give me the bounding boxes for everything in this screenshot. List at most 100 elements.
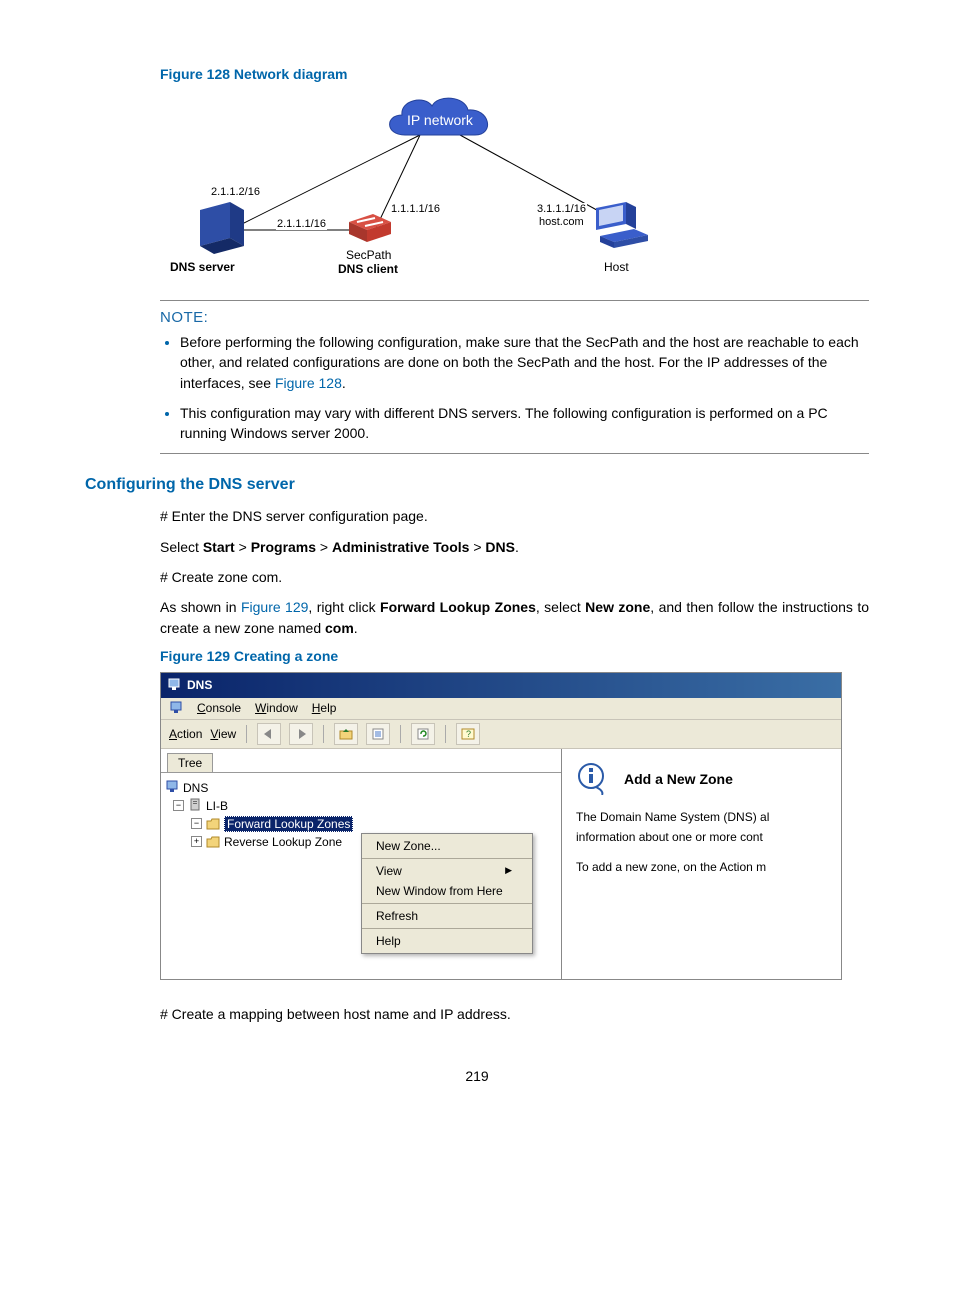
host-ip-label: 3.1.1.1/16: [536, 203, 587, 215]
host-domain-label: host.com: [538, 216, 585, 228]
dns-server-label: DNS server: [170, 260, 235, 274]
menu-new-zone[interactable]: New Zone...: [362, 836, 532, 856]
folder-rev-icon: [206, 836, 220, 848]
figure-128-caption: Figure 128 Network diagram: [160, 66, 869, 82]
window-title: DNS: [187, 678, 212, 692]
menu-new-window[interactable]: New Window from Here: [362, 881, 532, 901]
menu-refresh-label: Refresh: [376, 909, 418, 923]
tree-tab[interactable]: Tree: [167, 753, 213, 773]
secpath-icon: [345, 212, 395, 246]
ip-network-cloud: IP network: [380, 90, 500, 150]
info-p1: The Domain Name System (DNS) al: [576, 810, 833, 824]
dns-root-icon: [165, 779, 179, 796]
p4d: , select: [536, 599, 585, 615]
p2g: >: [469, 539, 485, 555]
toolbar: Action View ?: [161, 720, 841, 749]
folder-fwd-icon: [206, 818, 220, 830]
context-divider-3: [362, 928, 532, 929]
p2i: .: [515, 539, 519, 555]
p2-start: Start: [203, 539, 235, 555]
note-item-2: This configuration may vary with differe…: [180, 403, 869, 444]
note-label: NOTE:: [160, 309, 869, 326]
toolbar-action[interactable]: Action: [169, 727, 202, 741]
secpath-ip-right: 1.1.1.1/16: [390, 203, 441, 215]
tree-fwd-label: Forward Lookup Zones: [224, 816, 353, 832]
para-select-path: Select Start > Programs > Administrative…: [160, 537, 869, 557]
figure-128-link[interactable]: Figure 128: [275, 375, 342, 391]
info-icon: [576, 761, 610, 798]
menubar-dns-icon: [169, 700, 183, 717]
help-button[interactable]: ?: [456, 723, 480, 745]
toolbar-view[interactable]: View: [210, 727, 236, 741]
host-label: Host: [604, 260, 629, 274]
expand-rev-icon[interactable]: +: [191, 836, 202, 847]
up-folder-button[interactable]: [334, 723, 358, 745]
dns-console-window: DNS Console Window Help Action View: [160, 672, 842, 980]
toolbar-separator-1: [246, 725, 247, 743]
menu-new-window-label: New Window from Here: [376, 884, 503, 898]
info-title: Add a New Zone: [624, 771, 733, 787]
para-create-mapping: # Create a mapping between host name and…: [160, 1004, 869, 1024]
window-titlebar: DNS: [161, 673, 841, 698]
host-node: [590, 202, 654, 255]
dns-server-node: [190, 200, 250, 258]
info-header: Add a New Zone: [576, 761, 833, 798]
server-icon: [190, 200, 250, 255]
figure-129-caption: Figure 129 Creating a zone: [160, 648, 869, 664]
forward-button[interactable]: [289, 723, 313, 745]
tree-root-dns[interactable]: DNS: [165, 779, 557, 797]
secpath-label-bottom: DNS client: [338, 262, 398, 276]
info-p3: To add a new zone, on the Action m: [576, 860, 833, 874]
para-enter-config: # Enter the DNS server configuration pag…: [160, 506, 869, 526]
p4-newzone: New zone: [585, 599, 650, 615]
refresh-button[interactable]: [411, 723, 435, 745]
tree-content: DNS − LI-B − Forward Lookup Zones: [161, 772, 561, 973]
divider-top: [160, 300, 869, 301]
tree-pane: Tree DNS − LI-B −: [161, 749, 562, 979]
menu-console[interactable]: Console: [197, 701, 241, 715]
p4a: As shown in: [160, 599, 241, 615]
toolbar-separator-3: [400, 725, 401, 743]
menu-view[interactable]: View ▶: [362, 861, 532, 881]
p2a: Select: [160, 539, 203, 555]
properties-button[interactable]: [366, 723, 390, 745]
page-number: 219: [85, 1068, 869, 1084]
svg-text:?: ?: [466, 729, 471, 739]
menu-help[interactable]: Help: [312, 701, 337, 715]
collapse-fwd-icon[interactable]: −: [191, 818, 202, 829]
mmc-body: Tree DNS − LI-B −: [161, 749, 841, 979]
dns-titlebar-icon: [167, 677, 181, 694]
toolbar-separator-2: [323, 725, 324, 743]
note-item-1: Before performing the following configur…: [180, 332, 869, 393]
tree-server-row[interactable]: − LI-B: [165, 797, 557, 815]
p2-dns: DNS: [485, 539, 515, 555]
p2-admintools: Administrative Tools: [332, 539, 469, 555]
back-button[interactable]: [257, 723, 281, 745]
figure-129-link[interactable]: Figure 129: [241, 599, 308, 615]
menu-help[interactable]: Help: [362, 931, 532, 951]
menu-help-label: Help: [376, 934, 401, 948]
p4b: , right click: [308, 599, 380, 615]
menu-window[interactable]: Window: [255, 701, 298, 715]
section-heading: Configuring the DNS server: [85, 476, 869, 494]
tree-fwd-row[interactable]: − Forward Lookup Zones: [165, 815, 557, 833]
toolbar-separator-4: [445, 725, 446, 743]
server-ip-label: 2.1.1.2/16: [210, 186, 261, 198]
detail-pane: Add a New Zone The Domain Name System (D…: [562, 749, 841, 979]
tree-rev-label: Reverse Lookup Zone: [224, 835, 342, 849]
context-menu: New Zone... View ▶ New Window from Here …: [361, 833, 533, 954]
divider-bottom: [160, 453, 869, 454]
submenu-arrow-icon: ▶: [505, 865, 512, 876]
para-create-zone: # Create zone com.: [160, 567, 869, 587]
menu-view-label: View: [376, 864, 402, 878]
p2c: >: [235, 539, 251, 555]
p2-programs: Programs: [251, 539, 316, 555]
cloud-label: IP network: [380, 90, 500, 150]
p4-fwd: Forward Lookup Zones: [380, 599, 536, 615]
collapse-icon[interactable]: −: [173, 800, 184, 811]
menu-new-zone-label: New Zone...: [376, 839, 441, 853]
host-icon: [590, 202, 654, 252]
menubar: Console Window Help: [161, 698, 841, 720]
note-list: Before performing the following configur…: [160, 332, 869, 443]
menu-refresh[interactable]: Refresh: [362, 906, 532, 926]
